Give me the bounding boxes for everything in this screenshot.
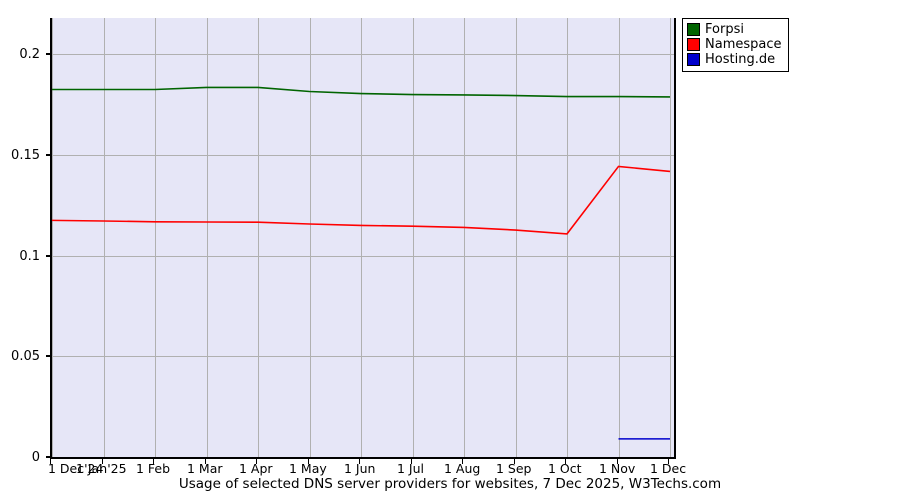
x-tick-mark [153, 459, 154, 464]
x-tick-mark [668, 459, 669, 464]
x-tick-mark [565, 459, 566, 464]
legend-item[interactable]: Namespace [687, 37, 782, 52]
x-tick-mark [617, 459, 618, 464]
x-tick-label: 1 Sep [496, 461, 532, 476]
chart-legend: Forpsi Namespace Hosting.de [682, 18, 789, 72]
y-tick-label: 0.15 [11, 148, 40, 163]
y-tick-label: 0.05 [11, 349, 40, 364]
gridline-vertical [464, 18, 465, 457]
gridline-vertical [516, 18, 517, 457]
gridline-vertical [207, 18, 208, 457]
x-tick-label: 1 Dec'24 [48, 461, 104, 476]
gridline-vertical [310, 18, 311, 457]
plot-inner [52, 18, 674, 457]
gridline-vertical [258, 18, 259, 457]
x-tick-label: 1 Mar [187, 461, 223, 476]
legend-swatch-icon [687, 23, 700, 36]
gridline-vertical [619, 18, 620, 457]
gridline-horizontal [52, 54, 674, 55]
x-tick-label: 1 Jan'25 [76, 461, 127, 476]
legend-swatch-icon [687, 53, 700, 66]
series-line-forpsi [52, 86, 671, 98]
x-tick-mark [359, 459, 360, 464]
gridline-horizontal [52, 356, 674, 357]
x-tick-mark [411, 459, 412, 464]
gridline-horizontal [52, 155, 674, 156]
x-tick-label: 1 Nov [599, 461, 636, 476]
plot-area [50, 18, 676, 459]
x-tick-mark [50, 459, 51, 464]
y-tick-label: 0.1 [19, 249, 40, 264]
gridline-vertical [155, 18, 156, 457]
x-tick-label: 1 Apr [239, 461, 273, 476]
x-tick-label: 1 Jun [344, 461, 376, 476]
gridline-vertical [361, 18, 362, 457]
series-lines [52, 86, 671, 440]
x-tick-label: 1 Oct [548, 461, 582, 476]
legend-item-label: Hosting.de [705, 52, 776, 67]
legend-item-label: Namespace [705, 37, 782, 52]
x-tick-mark [205, 459, 206, 464]
gridline-vertical [413, 18, 414, 457]
y-tick-label: 0.2 [19, 47, 40, 62]
x-tick-label: 1 Aug [444, 461, 481, 476]
x-tick-mark [256, 459, 257, 464]
legend-item[interactable]: Forpsi [687, 22, 782, 37]
x-tick-mark [462, 459, 463, 464]
gridline-vertical [670, 18, 671, 457]
x-tick-label: 1 Jul [397, 461, 425, 476]
legend-item[interactable]: Hosting.de [687, 52, 782, 67]
gridline-vertical [52, 18, 53, 457]
chart-caption: Usage of selected DNS server providers f… [178, 476, 722, 492]
gridline-vertical [104, 18, 105, 457]
legend-item-label: Forpsi [705, 22, 744, 37]
gridline-horizontal [52, 256, 674, 257]
gridline-vertical [567, 18, 568, 457]
legend-swatch-icon [687, 38, 700, 51]
y-tick-label: 0 [31, 450, 40, 465]
x-tick-mark [514, 459, 515, 464]
series-line-namespace [52, 165, 671, 235]
x-tick-label: 1 May [289, 461, 327, 476]
x-tick-mark [308, 459, 309, 464]
x-tick-label: 1 Feb [136, 461, 171, 476]
x-tick-mark [102, 459, 103, 464]
x-tick-label: 1 Dec [650, 461, 687, 476]
